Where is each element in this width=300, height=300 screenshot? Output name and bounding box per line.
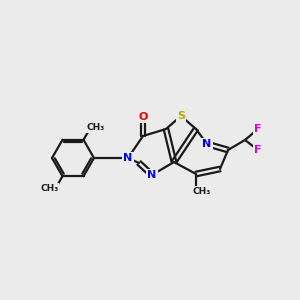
Text: CH₃: CH₃ (86, 123, 105, 132)
Text: F: F (254, 145, 262, 155)
Text: CH₃: CH₃ (193, 187, 211, 196)
Text: CH₃: CH₃ (40, 184, 58, 193)
Text: N: N (123, 153, 133, 163)
Text: N: N (202, 139, 211, 149)
Text: S: S (177, 111, 185, 121)
Text: F: F (254, 124, 262, 134)
Text: N: N (147, 170, 157, 180)
Text: O: O (138, 112, 148, 122)
